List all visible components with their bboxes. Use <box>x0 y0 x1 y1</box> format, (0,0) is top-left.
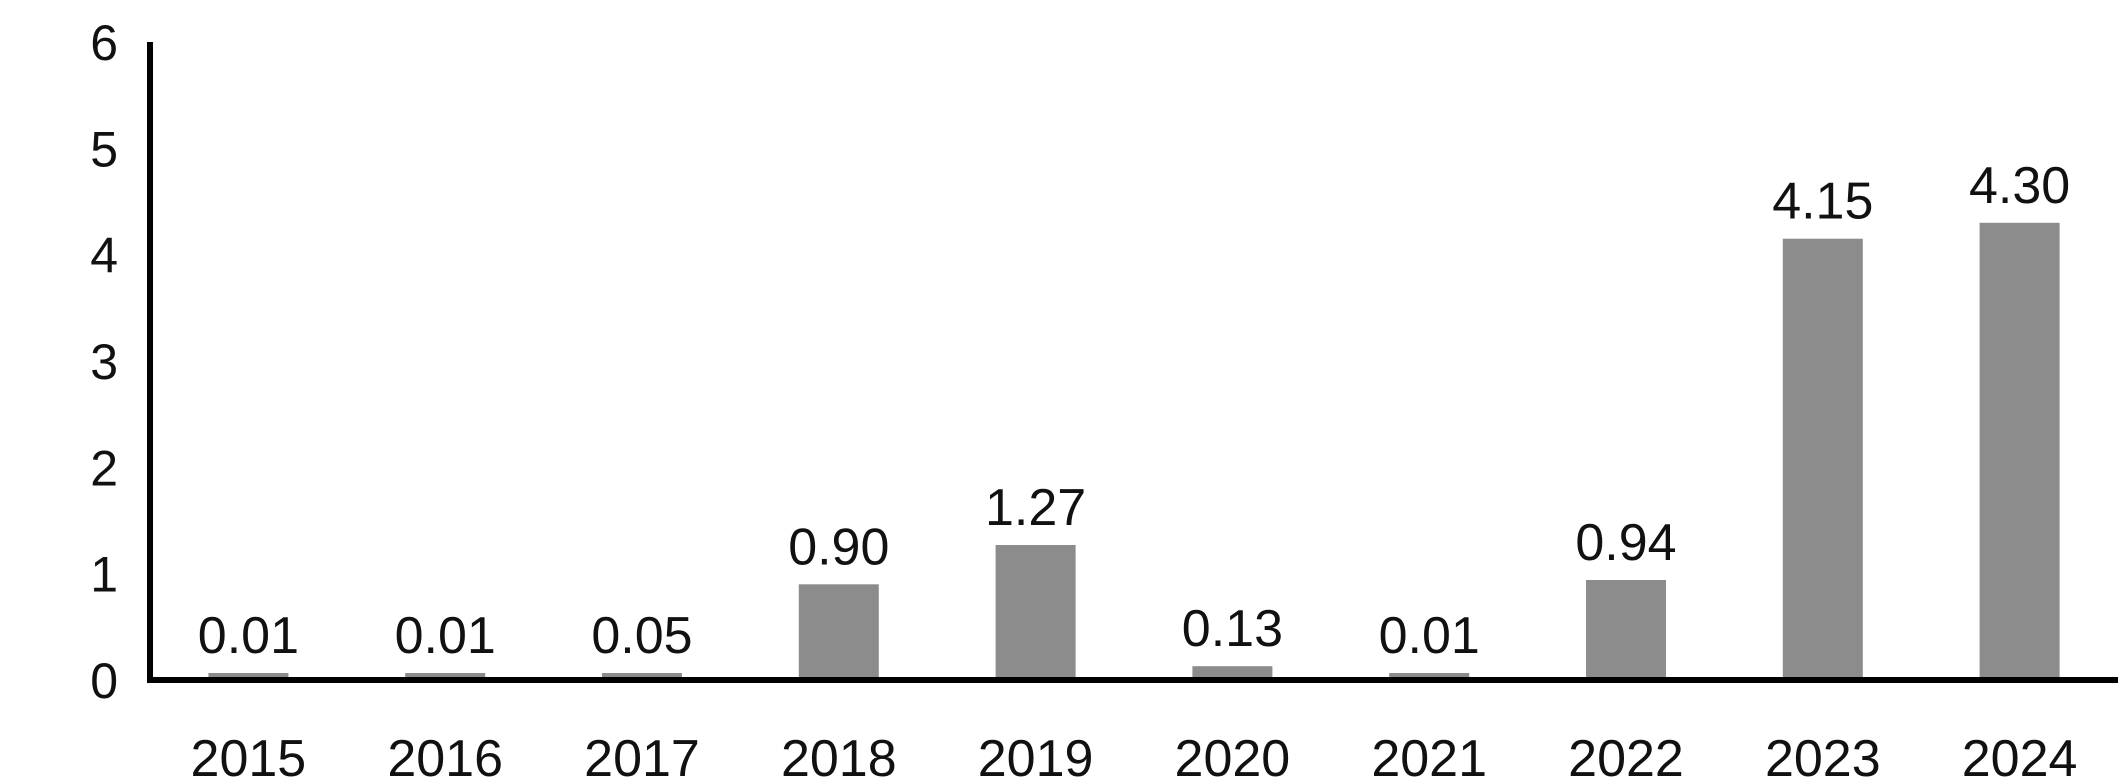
bar-2015 <box>208 673 289 680</box>
data-label-2024: 4.30 <box>1969 157 2070 215</box>
x-tick-label-2015: 2015 <box>191 730 307 783</box>
y-tick-label-1: 1 <box>90 547 118 603</box>
axes-layer: 0 1 2 3 4 5 6 <box>90 15 2118 709</box>
data-label-2015: 0.01 <box>198 607 299 665</box>
data-label-2018: 0.90 <box>788 518 889 576</box>
x-tick-label-2024: 2024 <box>1962 730 2078 783</box>
bars-layer <box>208 222 2060 681</box>
data-label-2021: 0.01 <box>1379 607 1480 665</box>
bar-2016 <box>405 673 486 680</box>
bar-2022 <box>1586 580 1666 680</box>
x-tick-label-2023: 2023 <box>1765 730 1881 783</box>
x-tick-label-2016: 2016 <box>387 730 503 783</box>
y-tick-label-2: 2 <box>90 440 118 496</box>
bar-2020 <box>1192 666 1273 680</box>
y-tick-label-3: 3 <box>90 334 118 390</box>
data-label-2017: 0.05 <box>591 607 692 665</box>
bar-2021 <box>1389 673 1470 680</box>
bar-2017 <box>602 673 682 680</box>
data-label-2016: 0.01 <box>395 607 496 665</box>
data-label-2022: 0.94 <box>1575 514 1676 572</box>
data-label-2023: 4.15 <box>1772 173 1873 231</box>
x-tick-label-2019: 2019 <box>978 730 1094 783</box>
y-tick-label-0: 0 <box>90 653 118 709</box>
y-tick-label-4: 4 <box>90 228 118 284</box>
y-tick-label-5: 5 <box>90 121 118 177</box>
x-tick-label-2022: 2022 <box>1568 730 1684 783</box>
x-tick-label-2021: 2021 <box>1371 730 1487 783</box>
y-tick-label-6: 6 <box>90 15 118 71</box>
data-labels-layer: 0.01 2015 0.01 2016 0.05 2017 0.90 2018 1.27 2019… <box>191 157 2078 783</box>
bar-2019 <box>995 545 1076 680</box>
bar-2024 <box>1979 222 2060 681</box>
bar-2018 <box>798 584 879 680</box>
x-tick-label-2017: 2017 <box>584 730 700 783</box>
data-label-2019: 1.27 <box>985 479 1086 537</box>
x-tick-label-2018: 2018 <box>781 730 897 783</box>
x-tick-label-2020: 2020 <box>1175 730 1291 783</box>
bar-2023 <box>1782 238 1863 680</box>
data-label-2020: 0.13 <box>1182 600 1283 658</box>
